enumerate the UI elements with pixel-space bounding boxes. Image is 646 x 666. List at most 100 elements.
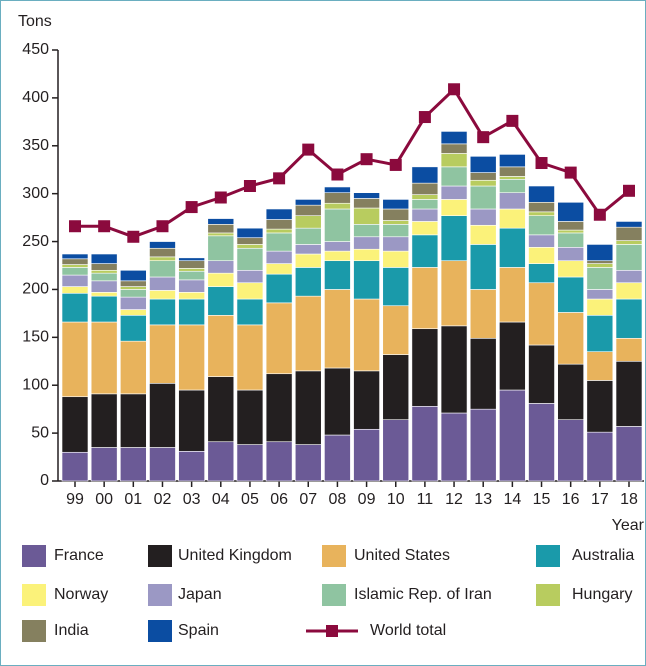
bar-segment: [411, 234, 439, 268]
bar-segment: [324, 434, 351, 482]
x-tick-label: 05: [241, 491, 259, 508]
bar-segment: [90, 393, 118, 448]
bar-segment: [557, 221, 584, 231]
bar-segment: [382, 236, 410, 252]
bar-segment: [557, 229, 584, 234]
bar-segment: [382, 199, 410, 210]
bar-segment: [120, 309, 147, 316]
bar-segment: [469, 208, 497, 226]
bar-segment: [149, 298, 176, 326]
bar-segment: [90, 272, 118, 282]
bar-segment: [353, 248, 380, 262]
bar-segment: [440, 143, 468, 154]
bar-segment: [90, 263, 118, 271]
bar-segment: [294, 204, 322, 216]
bar-segment: [120, 393, 147, 448]
bar-segment: [324, 250, 351, 262]
bar-segment: [207, 272, 235, 287]
bar-segment: [382, 220, 410, 225]
bar-segment: [324, 241, 351, 252]
bar-segment: [469, 337, 497, 410]
bar-segment: [207, 232, 235, 237]
bar-segment: [178, 389, 205, 452]
bar-segment: [382, 419, 410, 482]
bar-segment: [382, 267, 410, 307]
bar-segment: [469, 156, 497, 173]
bar-segment: [61, 451, 89, 482]
bar-segment: [294, 244, 322, 255]
bar-segment: [353, 192, 380, 199]
bar-segment: [353, 428, 380, 482]
legend-label: Norway: [54, 586, 108, 603]
legend-swatch: [536, 584, 560, 606]
bar-segment: [265, 219, 293, 230]
bar-segment: [499, 192, 526, 210]
bar-segment: [120, 296, 147, 310]
legend-swatch: [22, 584, 46, 606]
bar-segment: [61, 396, 89, 453]
bar-segment: [236, 269, 264, 284]
x-tick-label: 06: [270, 491, 288, 508]
bar-segment: [469, 172, 497, 181]
y-tick-label: 400: [22, 89, 49, 106]
bar-segment: [499, 176, 526, 180]
bar-segment: [499, 389, 526, 482]
bar-segment: [120, 269, 147, 282]
x-tick-label: 15: [533, 491, 551, 508]
bar-segment: [586, 263, 614, 268]
legend-label: Hungary: [572, 586, 632, 603]
bar-segment: [353, 207, 380, 225]
bar-segment: [207, 376, 235, 443]
legend-label: Islamic Rep. of Iran: [354, 586, 492, 603]
line-marker: [273, 172, 286, 185]
bar-segment: [411, 221, 439, 236]
bar-segment: [61, 258, 89, 265]
bar-segment: [294, 295, 322, 372]
bar-segment: [528, 403, 555, 482]
bar-segment: [440, 131, 468, 145]
bar-segment: [411, 208, 439, 222]
bar-segment: [528, 215, 555, 236]
x-tick-label: 12: [445, 491, 463, 508]
x-tick-label: 01: [124, 491, 142, 508]
bar-segment: [265, 208, 293, 220]
bar-segment: [294, 444, 322, 482]
bar-segment: [265, 302, 293, 375]
bar-segment: [499, 166, 526, 177]
bar-segment: [557, 276, 584, 313]
bar-segment: [615, 244, 643, 271]
bar-segment: [149, 256, 176, 262]
y-tick-label: 300: [22, 185, 49, 202]
bar-segment: [294, 199, 322, 206]
bar-segment: [557, 312, 584, 365]
bar-segment: [382, 354, 410, 421]
bar-segment: [236, 227, 264, 239]
y-tick-label: 350: [22, 137, 49, 154]
bar-segment: [265, 228, 293, 234]
bar-segment: [353, 224, 380, 238]
bar-segment: [236, 244, 264, 249]
line-marker: [448, 83, 461, 96]
line-marker: [243, 180, 256, 193]
bar-segment: [61, 292, 89, 323]
bar-segment: [440, 166, 468, 187]
bar-segment: [615, 360, 643, 427]
bar-segment: [149, 290, 176, 300]
bar-segment: [120, 289, 147, 298]
legend-swatch: [148, 584, 172, 606]
bar-segment: [440, 199, 468, 216]
bar-segment: [178, 260, 205, 269]
bar-segment: [178, 298, 205, 326]
bar-segment: [265, 273, 293, 304]
bar-segment: [528, 344, 555, 404]
bar-segment: [528, 211, 555, 216]
x-tick-label: 10: [387, 491, 405, 508]
legend-swatch: [148, 620, 172, 642]
bar-segment: [586, 380, 614, 433]
bar-segment: [178, 292, 205, 300]
line-marker: [98, 220, 111, 233]
legend-label: World total: [370, 622, 446, 639]
bar-segment: [382, 224, 410, 238]
bar-segment: [149, 247, 176, 258]
